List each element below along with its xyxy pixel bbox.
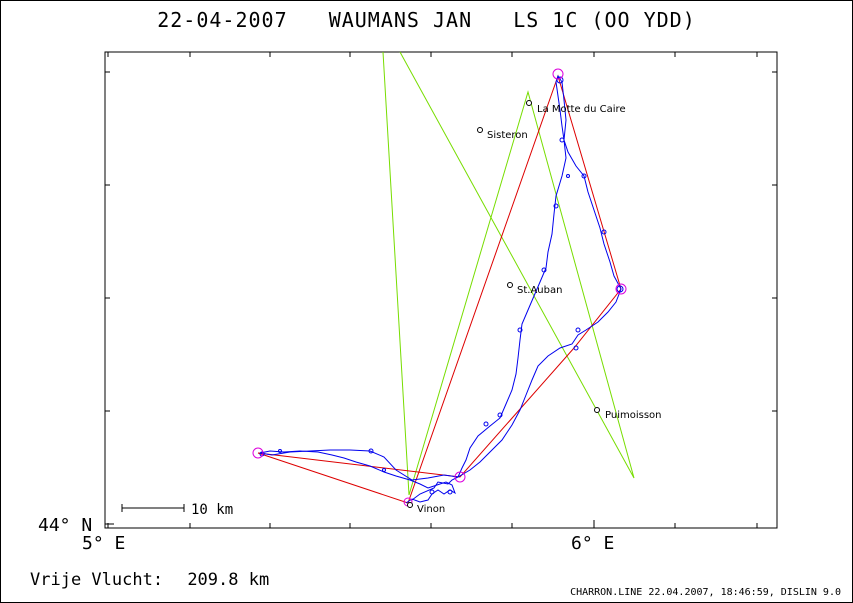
optimized-route (382, 51, 635, 496)
longitude-label-5e: 5° E (82, 533, 126, 554)
flight-type-label: Vrije Vlucht: (30, 570, 164, 590)
gps-track (259, 74, 622, 504)
town-marker (594, 407, 600, 413)
town-marker (477, 127, 483, 133)
latitude-label: 44° N (38, 515, 93, 536)
scale-bar-label: 10 km (191, 502, 233, 518)
pilot-name: WAUMANS JAN (328, 8, 473, 32)
thermal-circles (259, 76, 624, 495)
town-marker (407, 502, 413, 508)
task-route (257, 74, 622, 504)
credit-line: CHARRON.LINE 22.04.2007, 18:46:59, DISLI… (570, 587, 841, 598)
flight-summary: Vrije Vlucht: 209.8 km (30, 570, 269, 590)
turnpoint-north (552, 68, 564, 80)
axis-ticks (105, 52, 777, 528)
town-marker (507, 282, 513, 288)
town-markers: La Motte du Caire Sisteron St.Auban Puim… (407, 100, 661, 515)
town-marker (526, 100, 532, 106)
turnpoints (252, 68, 627, 507)
flight-date: 22-04-2007 (157, 8, 288, 32)
town-label: St.Auban (517, 285, 562, 296)
town-label: Sisteron (487, 130, 528, 141)
turnpoint-west (252, 447, 264, 459)
town-label: La Motte du Caire (537, 104, 626, 115)
scale-bar (121, 504, 185, 512)
longitude-label-6e: 6° E (571, 533, 615, 554)
glider-id: LS 1C (OO YDD) (513, 8, 696, 32)
town-label: Puimoisson (605, 410, 661, 421)
flight-title: 22-04-2007 WAUMANS JAN LS 1C (OO YDD) (0, 8, 853, 32)
flight-distance: 209.8 km (187, 570, 270, 590)
map-border (104, 51, 778, 529)
turnpoint-east (615, 283, 627, 295)
town-label: Vinon (417, 504, 445, 515)
turnpoint-south (454, 471, 466, 483)
